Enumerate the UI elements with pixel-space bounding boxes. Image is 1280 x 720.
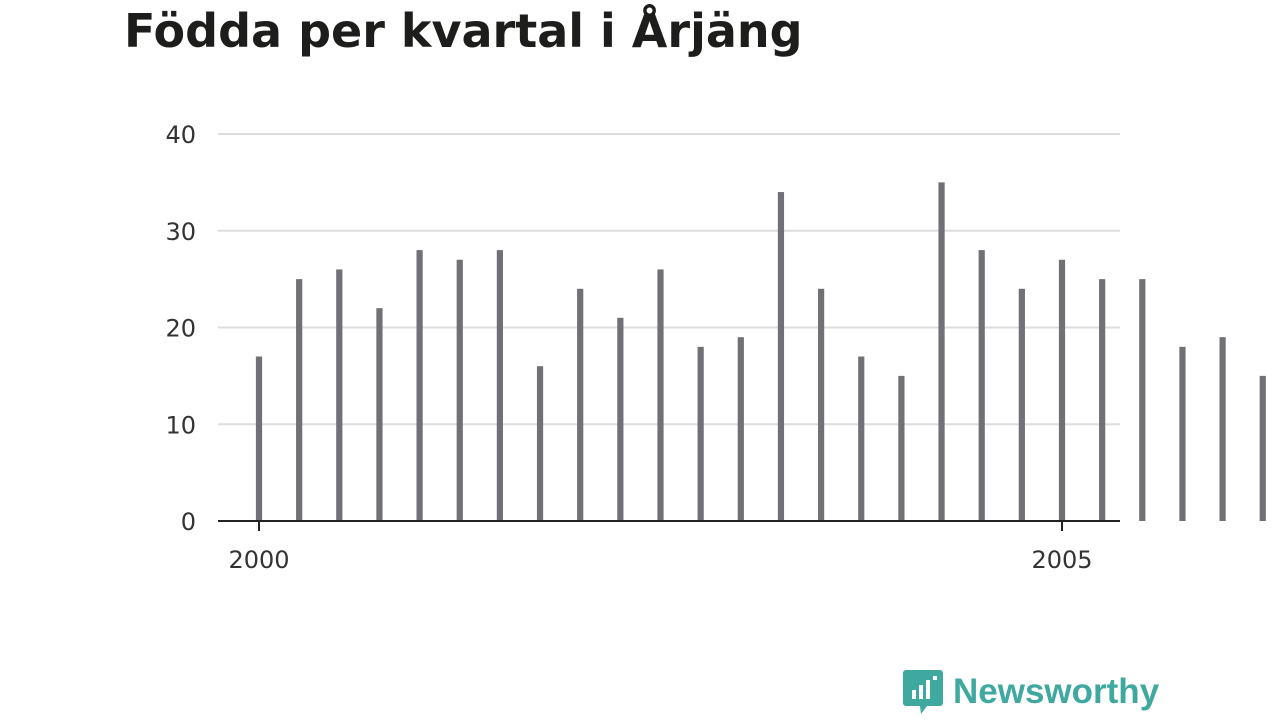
bar (657, 269, 664, 521)
bar (1259, 375, 1266, 522)
bar (1139, 279, 1146, 522)
newsworthy-logo: Newsworthy (903, 670, 1159, 714)
y-tick-label: 40 (165, 121, 196, 149)
y-tick-label: 30 (165, 218, 196, 246)
bar (978, 250, 985, 521)
bar (496, 250, 503, 521)
bar (818, 288, 825, 521)
bar (898, 375, 905, 522)
bar (255, 356, 263, 521)
bar (1099, 279, 1106, 522)
bar (1219, 337, 1226, 521)
x-tick-label: 2005 (1031, 546, 1092, 574)
bar (577, 288, 584, 521)
x-tick-label: 2000 (228, 546, 289, 574)
bar (737, 337, 744, 521)
y-tick-label: 20 (165, 315, 196, 343)
chart-title: Födda per kvartal i Årjäng (124, 4, 803, 58)
bar (777, 192, 785, 522)
bar (1179, 346, 1186, 521)
gridlines (218, 133, 1120, 426)
bar (697, 346, 704, 521)
bar (456, 259, 463, 521)
bar (617, 317, 624, 521)
bar (296, 279, 303, 522)
bar (938, 182, 945, 522)
bar (376, 308, 383, 521)
tick-labels: 01020304020002005201020152020202522 (165, 121, 1092, 574)
newsworthy-wordmark: Newsworthy (953, 672, 1160, 711)
bar (416, 250, 423, 521)
bar (536, 366, 544, 521)
bar (336, 269, 343, 521)
axes (218, 520, 1120, 531)
bar (858, 356, 865, 521)
y-tick-label: 10 (165, 411, 196, 439)
bars (255, 182, 1266, 522)
bar (1018, 288, 1025, 521)
newsworthy-logo-icon (903, 670, 943, 714)
bar (1058, 259, 1066, 521)
y-tick-label: 0 (181, 508, 196, 536)
